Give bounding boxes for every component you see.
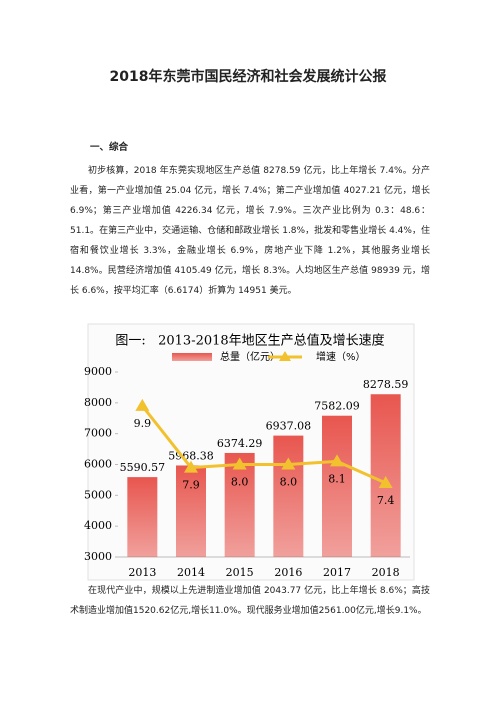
bar (176, 465, 206, 557)
paragraph: 初步核算，2018 年东莞实现地区生产总值 8278.59 亿元，比上年增长 7… (70, 166, 430, 296)
section-heading: 一、综合 (90, 142, 129, 153)
x-tick-label: 2013 (128, 566, 156, 579)
data-label: 7582.09 (314, 400, 360, 413)
legend-label: 总量（亿元） (220, 350, 280, 363)
data-label: 8.0 (280, 476, 298, 489)
y-tick-label: 5000 (84, 488, 112, 501)
bar (224, 452, 255, 557)
y-tick-label: 7000 (84, 427, 112, 440)
point-marker (281, 457, 296, 470)
point-marker (232, 457, 247, 470)
y-tick-label: 4000 (84, 519, 112, 532)
x-tick-label: 2018 (372, 566, 400, 579)
data-label: 8278.59 (363, 378, 409, 391)
legend-swatch (172, 353, 212, 361)
y-tick-label: 9000 (84, 365, 112, 378)
data-label: 8.1 (328, 472, 346, 485)
chart-title: 图一: 2013-2018年地区生产总值及增长速度 (115, 333, 384, 349)
point-marker (330, 454, 344, 467)
data-label: 9.9 (134, 417, 152, 430)
point-marker (135, 398, 150, 411)
data-label: 8.0 (231, 476, 249, 489)
data-label: 6374.29 (217, 437, 263, 450)
point-marker (378, 476, 393, 488)
paragraph: 在现代产业中，规模以上先进制造业增加值 2043.77 亿元，比上年增长 8.6… (70, 586, 430, 616)
data-label: 7.4 (377, 494, 395, 507)
y-tick-label: 8000 (84, 396, 112, 409)
point-marker (184, 460, 198, 473)
x-tick-label: 2016 (274, 566, 302, 579)
data-label: 5590.57 (120, 461, 166, 474)
growth-line (141, 404, 387, 485)
bar (273, 435, 304, 557)
chart: 图一: 2013-2018年地区生产总值及增长速度 3000 4000 5000 60… (84, 323, 415, 581)
legend-marker (279, 351, 291, 361)
bar (322, 415, 352, 557)
legend-label: 增速（%） (316, 350, 366, 363)
doc-title: 2018年东莞市国民经济和社会发展统计公报 (109, 69, 387, 85)
x-tick-label: 2014 (177, 566, 205, 579)
x-tick-label: 2017 (323, 566, 351, 579)
data-label: 7.9 (182, 479, 200, 492)
data-label: 6937.08 (266, 420, 312, 433)
bar (370, 394, 401, 557)
bar (127, 477, 158, 557)
y-tick-label: 6000 (84, 458, 112, 471)
x-tick-label: 2015 (226, 566, 254, 579)
y-tick-label: 3000 (84, 550, 112, 563)
data-label: 5968.38 (168, 449, 214, 462)
